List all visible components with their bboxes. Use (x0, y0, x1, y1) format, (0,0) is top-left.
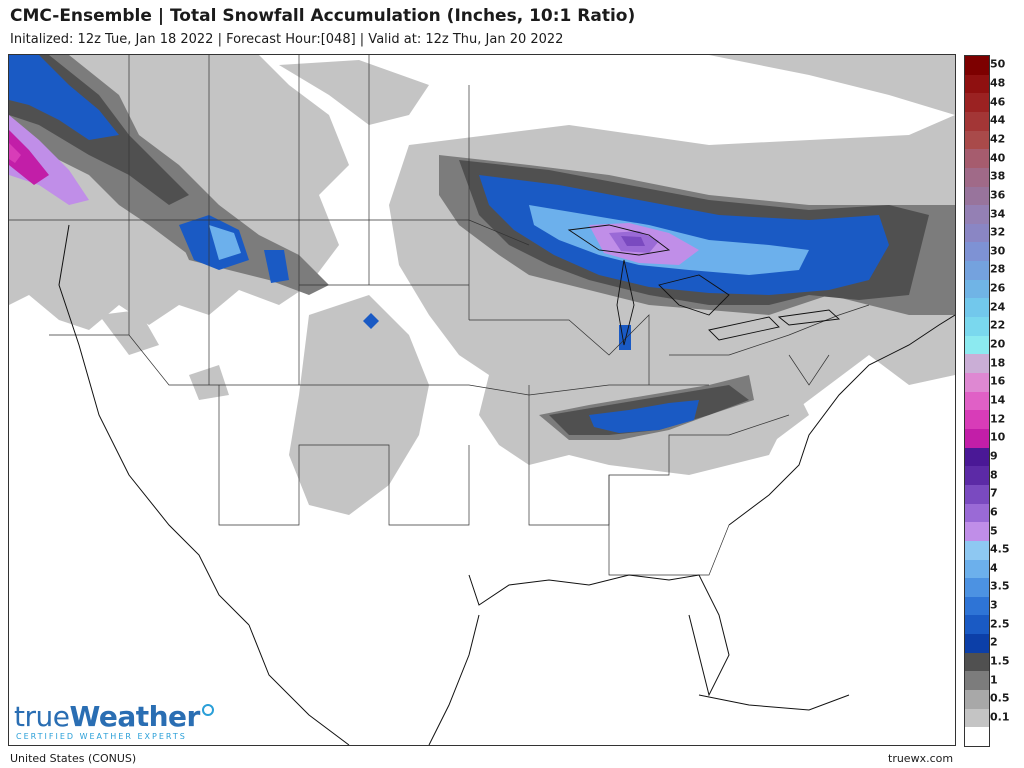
legend-swatch (965, 335, 989, 355)
legend-label: 42 (990, 132, 1006, 146)
legend-label: 44 (990, 113, 1006, 127)
legend-swatch (965, 279, 989, 299)
legend-label: 14 (990, 393, 1006, 407)
legend-label: 10 (990, 430, 1006, 444)
legend-swatch (965, 615, 989, 635)
legend-label: 0.5 (990, 691, 1010, 705)
legend-swatch (965, 727, 989, 747)
legend-swatch (965, 373, 989, 393)
legend-label: 20 (990, 337, 1006, 351)
snow-magenta (9, 115, 89, 205)
legend-label: 4 (990, 561, 998, 575)
legend-swatch (965, 149, 989, 169)
legend-label: 40 (990, 151, 1006, 165)
color-legend (964, 55, 990, 747)
region-label: United States (CONUS) (10, 752, 137, 765)
legend-labels: 50 48 46 44 42 40 38 36 34 32 30 28 26 24 22 20 18 16 14 12… (990, 55, 1024, 745)
logo-tagline: CERTIFIED WEATHER EXPERTS (16, 732, 187, 741)
legend-swatch (965, 540, 989, 560)
logo-text-a: true (14, 700, 70, 733)
legend-swatch (965, 428, 989, 449)
legend-label: 32 (990, 225, 1006, 239)
legend-swatch (965, 74, 989, 94)
legend-swatch (965, 447, 989, 467)
logo-text-b: Weather (69, 700, 200, 733)
legend-swatch (965, 56, 989, 76)
map-subtitle: Initalized: 12z Tue, Jan 18 2022 | Forec… (10, 32, 564, 47)
legend-swatch (965, 111, 989, 132)
legend-swatch (965, 186, 989, 206)
legend-label: 9 (990, 449, 998, 463)
legend-label: 26 (990, 281, 1006, 295)
legend-label: 36 (990, 188, 1006, 202)
legend-label: 34 (990, 207, 1006, 220)
legend-swatch (965, 522, 989, 542)
trueweather-logo: trueWeather (14, 700, 214, 733)
legend-label: 12 (990, 412, 1006, 426)
legend-swatch (965, 503, 989, 523)
legend-swatch (965, 298, 989, 318)
legend-swatch (965, 317, 989, 337)
site-link[interactable]: truewx.com (888, 752, 954, 765)
legend-label: 1 (990, 673, 998, 687)
legend-label: 4.5 (990, 542, 1010, 556)
legend-swatch (965, 93, 989, 113)
legend-swatch (965, 708, 989, 728)
legend-swatch (965, 466, 989, 486)
legend-swatch (965, 410, 989, 430)
logo-wordmark: trueWeather (14, 700, 200, 733)
legend-label: 0.1 (990, 710, 1010, 724)
snow-purple (589, 223, 699, 265)
legend-label: 46 (990, 95, 1006, 109)
map-graphic (9, 55, 955, 745)
legend-label: 8 (990, 468, 998, 482)
legend-swatch (965, 391, 989, 411)
state-borders (9, 55, 870, 576)
legend-label: 18 (990, 356, 1006, 370)
logo-ring-icon (201, 704, 214, 716)
legend-swatch (965, 223, 989, 243)
map-title: CMC-Ensemble | Total Snowfall Accumulati… (10, 6, 636, 26)
legend-label: 30 (990, 244, 1006, 258)
legend-label: 28 (990, 262, 1006, 276)
legend-label: 48 (990, 76, 1006, 90)
legend-swatch (965, 167, 989, 188)
legend-swatch (965, 634, 989, 654)
legend-label: 2.5 (990, 617, 1010, 631)
legend-swatch (965, 559, 989, 579)
coastlines (58, 224, 955, 745)
legend-swatch (965, 130, 989, 150)
legend-swatch (965, 484, 989, 505)
legend-label: 16 (990, 374, 1006, 388)
legend-label: 5 (990, 524, 998, 538)
legend-swatch (965, 690, 989, 710)
legend-swatch (965, 261, 989, 281)
legend-label: 3 (990, 598, 998, 612)
legend-label: 6 (990, 505, 998, 519)
legend-label: 2 (990, 635, 998, 649)
legend-label: 24 (990, 300, 1006, 314)
legend-label: 50 (990, 57, 1006, 71)
snowfall-map (8, 54, 956, 746)
legend-label: 1.5 (990, 654, 1010, 668)
great-lakes (567, 224, 841, 346)
legend-swatch (965, 596, 989, 616)
legend-label: 22 (990, 318, 1006, 332)
legend-swatch (965, 671, 989, 691)
legend-swatch (965, 578, 989, 598)
legend-swatch (965, 205, 989, 225)
legend-swatch (965, 652, 989, 672)
legend-label: 7 (990, 486, 998, 500)
legend-swatch (965, 354, 989, 374)
legend-label: 3.5 (990, 579, 1010, 593)
legend-label: 38 (990, 169, 1006, 183)
legend-swatch (965, 242, 989, 262)
